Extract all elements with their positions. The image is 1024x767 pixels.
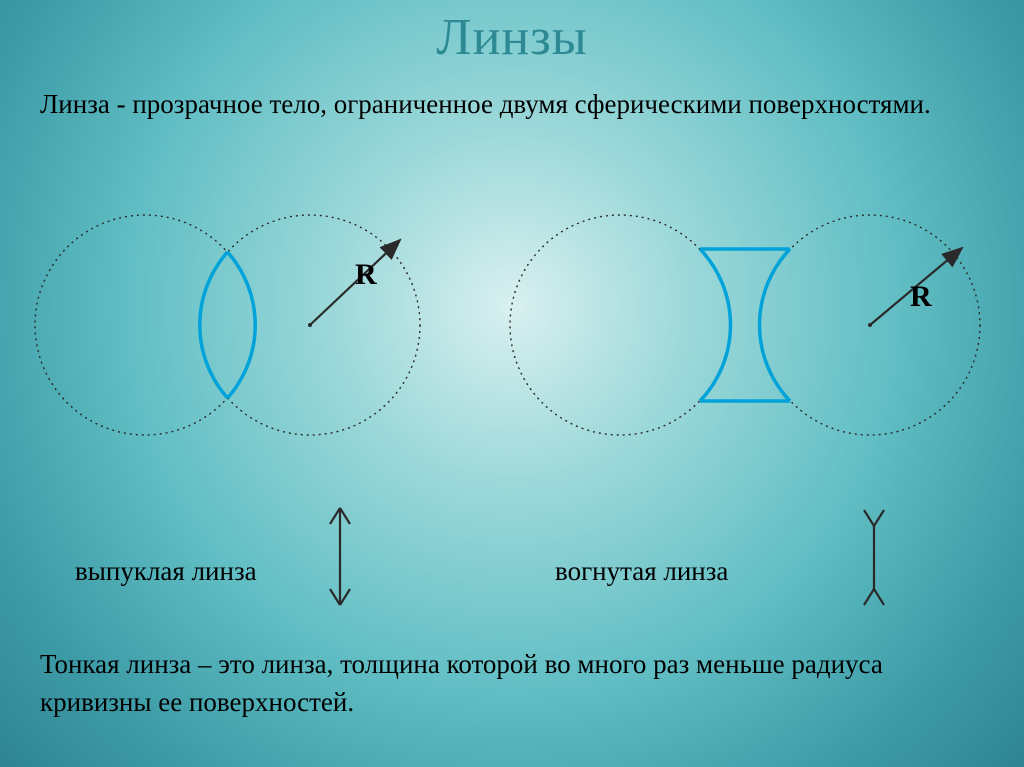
concave-lens-label: вогнутая линза	[555, 556, 728, 587]
convex-circle-left	[35, 215, 255, 435]
convex-lens-diagram	[35, 215, 420, 435]
concave-r-label: R	[910, 280, 932, 314]
convex-r-label: R	[355, 258, 377, 292]
concave-lens-diagram	[510, 215, 980, 435]
convex-center-dot	[308, 323, 312, 327]
concave-circle-left	[510, 215, 730, 435]
concave-lens-right-arc	[760, 249, 790, 401]
thin-lens-definition-text: Тонкая линза – это линза, толщина которо…	[40, 646, 984, 722]
slide-canvas: Линзы Линза - прозрачное тело, ограничен…	[0, 0, 1024, 767]
convex-lens-left-arc	[200, 252, 228, 398]
convex-lens-right-arc	[228, 252, 256, 398]
concave-lens-symbol	[864, 510, 884, 605]
concave-lens-left-arc	[700, 249, 730, 401]
concave-center-dot	[868, 323, 872, 327]
convex-lens-symbol	[330, 508, 350, 605]
convex-lens-label: выпуклая линза	[75, 556, 257, 587]
